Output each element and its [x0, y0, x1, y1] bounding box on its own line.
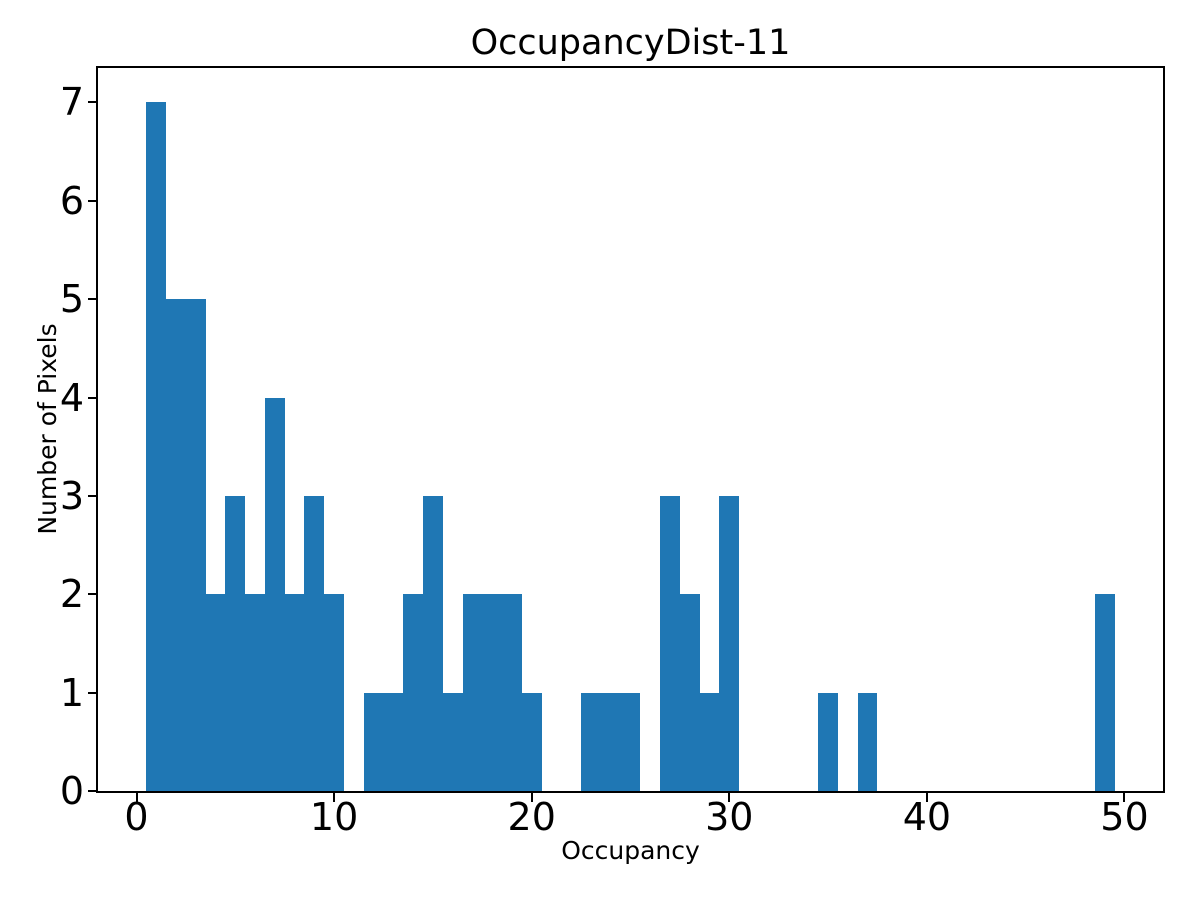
y-tick-label: 3	[59, 473, 84, 518]
histogram-bar	[660, 495, 680, 791]
histogram-bar	[363, 692, 384, 791]
y-tick-label: 4	[59, 375, 84, 420]
histogram-bar	[423, 495, 443, 791]
x-tick-mark	[1123, 793, 1126, 802]
histogram-bar	[857, 692, 878, 791]
histogram-bar	[383, 692, 404, 791]
chart-title: OccupancyDist-11	[470, 23, 791, 63]
x-axis-label: Occupancy	[561, 836, 700, 865]
x-tick-mark	[925, 793, 928, 802]
histogram-bar	[403, 594, 424, 791]
x-tick-label: 0	[124, 795, 149, 839]
histogram-bar	[442, 692, 463, 791]
histogram-bar	[245, 594, 265, 791]
x-tick-label: 50	[1100, 795, 1149, 839]
y-tick-mark	[88, 593, 97, 596]
histogram-bar	[699, 692, 720, 791]
y-tick-label: 1	[59, 670, 84, 715]
histogram-bar	[600, 692, 621, 791]
x-tick-mark	[135, 793, 138, 802]
x-tick-mark	[333, 793, 336, 802]
histogram-bar	[521, 692, 542, 791]
histogram-bar	[1094, 594, 1115, 791]
y-axis-label: Number of Pixels	[33, 323, 62, 535]
histogram-bar	[719, 495, 740, 791]
histogram-bar	[620, 692, 641, 791]
x-tick-mark	[530, 793, 533, 802]
y-tick-label: 5	[59, 277, 84, 322]
y-tick-mark	[88, 298, 97, 301]
y-tick-mark	[88, 199, 97, 202]
y-tick-mark	[88, 691, 97, 694]
histogram-bar	[264, 397, 285, 791]
plot-area	[96, 66, 1165, 793]
histogram-bar	[482, 594, 503, 791]
histogram-bar	[304, 495, 325, 791]
y-tick-label: 0	[59, 769, 84, 813]
x-tick-label: 40	[902, 795, 952, 839]
histogram-bar	[146, 102, 167, 791]
histogram-bar	[166, 299, 186, 791]
y-tick-mark	[88, 101, 97, 104]
histogram-bar	[225, 495, 246, 791]
histogram-bar	[818, 692, 838, 791]
histogram-bar	[679, 594, 700, 791]
histogram-bar	[324, 594, 344, 791]
x-tick-mark	[728, 793, 731, 802]
histogram-bar	[581, 692, 601, 791]
y-tick-label: 6	[59, 178, 84, 223]
x-tick-label: 30	[705, 795, 754, 839]
x-tick-label: 20	[507, 795, 556, 839]
histogram-bar	[284, 594, 305, 791]
histogram-bar	[185, 299, 206, 791]
y-tick-label: 7	[59, 80, 84, 125]
histogram-bar	[462, 594, 483, 791]
x-tick-label: 10	[309, 795, 359, 839]
histogram-bar	[205, 594, 226, 791]
histogram-bar	[502, 594, 522, 791]
y-tick-mark	[88, 396, 97, 399]
y-tick-label: 2	[59, 572, 84, 617]
y-tick-mark	[88, 494, 97, 497]
y-tick-mark	[88, 790, 97, 792]
